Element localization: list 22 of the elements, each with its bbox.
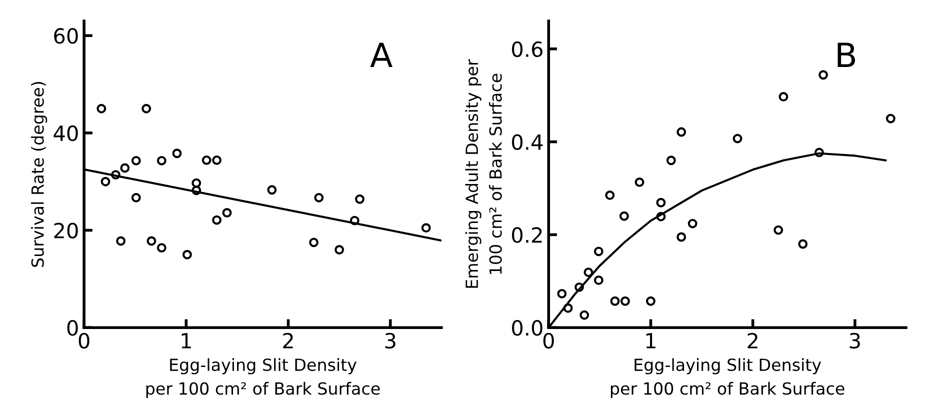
y-tick-label: 60: [54, 28, 78, 44]
x-tick-label: 0: [78, 332, 90, 349]
y-tick-label: 0.2: [512, 227, 542, 243]
y-tick-label: 0.6: [512, 41, 542, 58]
x-tick-label: 1: [182, 333, 191, 348]
x-tick-label: 2: [283, 332, 293, 348]
x-tick-label: 3: [385, 332, 396, 349]
x-tick-label: 0: [543, 332, 554, 349]
annotation: B: [838, 42, 856, 67]
y-axis-title: Emerging Adult Density per 100 cm² of Bark Surface: [465, 59, 502, 288]
y-tick-label: 0.4: [512, 134, 543, 150]
x-tick-label: 1: [646, 333, 656, 348]
y-tick-label: 0.0: [512, 320, 542, 336]
y-tick-label: 0: [67, 320, 78, 336]
annotation: A: [370, 42, 392, 67]
y-tick-label: 20: [54, 222, 78, 238]
y-tick-label: 40: [54, 125, 78, 142]
x-tick-label: 2: [748, 332, 758, 348]
x-axis-title: Egg-laying Slit Density per 100 cm² of Bark Surface: [146, 358, 380, 398]
x-axis-title: Egg-laying Slit Density per 100 cm² of Bark Surface: [610, 358, 844, 398]
y-axis-title: Survival Rate (degree): [31, 82, 48, 267]
x-tick-label: 3: [850, 332, 860, 349]
